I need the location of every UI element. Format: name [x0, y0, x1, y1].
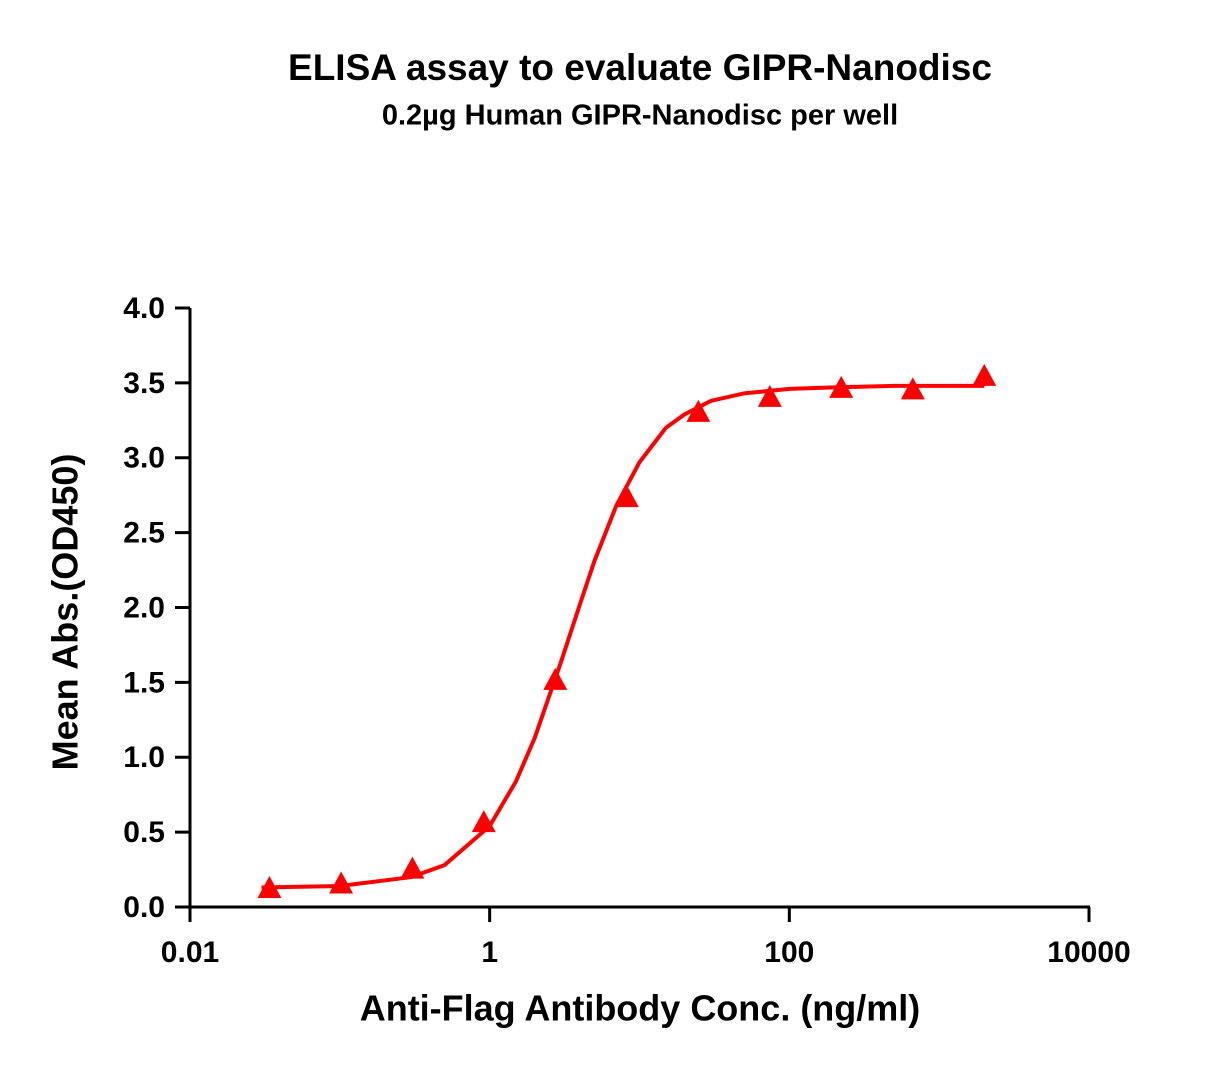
- triangle-marker: [757, 384, 782, 407]
- y-axis-label: Mean Abs.(OD450): [45, 454, 86, 771]
- x-tick-label: 0.01: [161, 936, 219, 969]
- y-tick-label: 3.0: [123, 442, 165, 475]
- y-tick-label: 3.5: [123, 367, 165, 400]
- x-tick-label: 1: [481, 936, 498, 969]
- triangle-marker: [686, 399, 711, 422]
- fit-curve: [261, 383, 985, 890]
- y-tick-label: 1.0: [123, 741, 165, 774]
- x-tick-label: 10000: [1047, 936, 1130, 969]
- y-tick-label: 2.5: [123, 517, 165, 550]
- y-tick-label: 2.0: [123, 591, 165, 624]
- triangle-marker: [614, 485, 639, 508]
- triangle-marker: [972, 363, 997, 386]
- chart-subtitle: 0.2µg Human GIPR-Nanodisc per well: [382, 100, 898, 132]
- x-axis-label: Anti-Flag Antibody Conc. (ng/ml): [360, 988, 921, 1029]
- y-tick-label: 0.0: [123, 891, 165, 924]
- y-tick-label: 1.5: [123, 666, 165, 699]
- chart-title: ELISA assay to evaluate GIPR-Nanodisc: [288, 47, 992, 88]
- triangle-marker: [900, 377, 925, 400]
- triangle-marker: [329, 871, 354, 894]
- x-tick-label: 100: [764, 936, 814, 969]
- y-tick-label: 0.5: [123, 816, 165, 849]
- y-tick-label: 4.0: [123, 292, 165, 325]
